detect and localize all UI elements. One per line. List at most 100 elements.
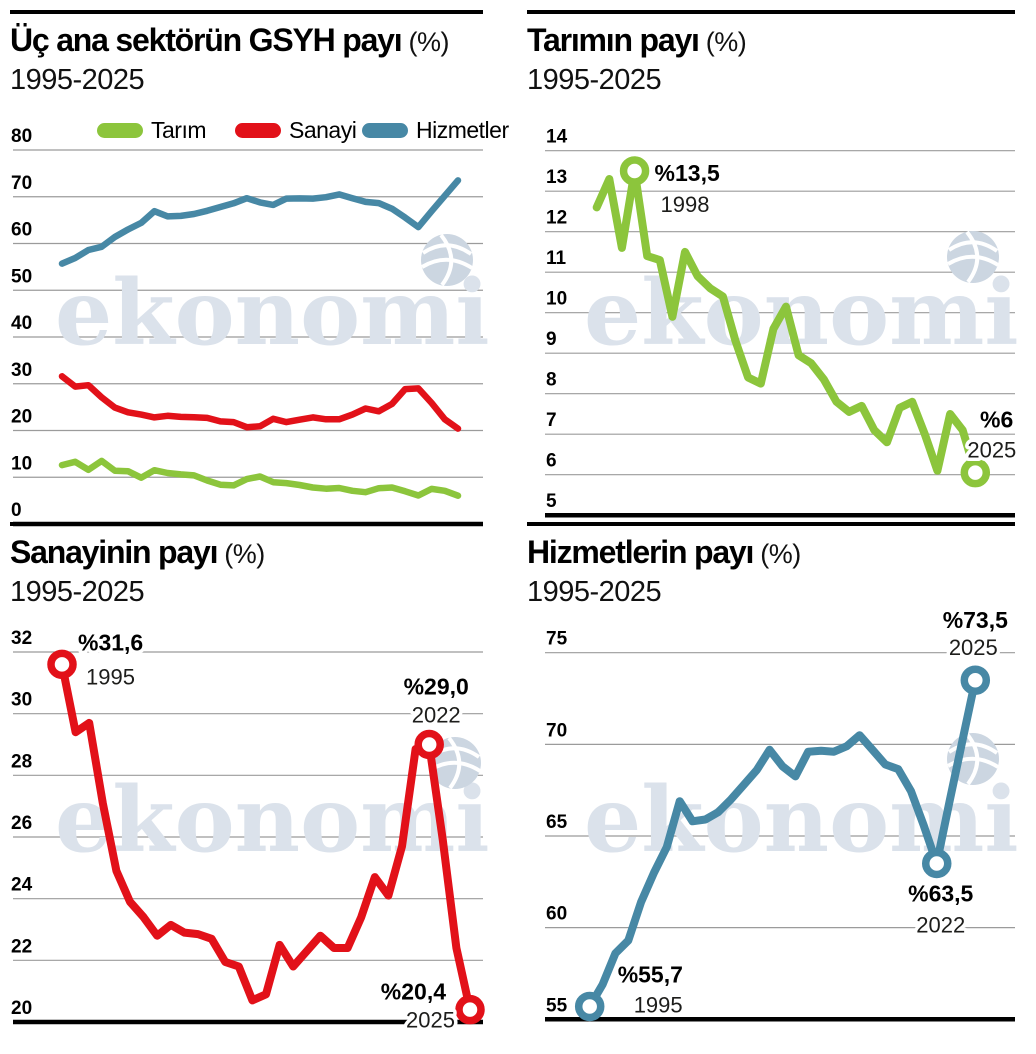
svg-text:11: 11: [546, 248, 567, 269]
svg-text:%6: %6: [980, 407, 1013, 433]
chart-title: Hizmetlerin payı: [527, 534, 754, 570]
svg-text:%73,5: %73,5: [943, 607, 1008, 633]
svg-text:6: 6: [546, 451, 557, 472]
legend: Tarım Sanayi Hizmetler: [0, 117, 518, 143]
panel-hizmetler-header: Hizmetlerin payı (%) 1995-2025: [527, 522, 1015, 609]
panel-top-rule: [527, 10, 1015, 14]
svg-text:14: 14: [546, 127, 568, 148]
svg-text:30: 30: [11, 690, 32, 711]
legend-label: Hizmetler: [416, 116, 509, 143]
chart-subtitle: 1995-2025: [10, 576, 145, 608]
svg-text:2025: 2025: [967, 438, 1016, 463]
watermark-ekonomi: ekonomi: [55, 767, 490, 873]
svg-text:70: 70: [546, 720, 567, 741]
svg-text:2022: 2022: [412, 703, 461, 728]
svg-text:80: 80: [11, 126, 32, 147]
svg-text:%29,0: %29,0: [404, 674, 469, 700]
svg-text:%55,7: %55,7: [618, 961, 683, 987]
panel-top-rule: [10, 10, 483, 14]
svg-text:20: 20: [11, 998, 32, 1019]
svg-text:1995: 1995: [86, 664, 135, 689]
chart-subtitle: 1995-2025: [527, 576, 662, 608]
svg-text:2022: 2022: [916, 912, 965, 937]
svg-text:%13,5: %13,5: [655, 160, 720, 186]
legend-item-hizmetler: Hizmetler: [362, 117, 509, 143]
globe-icon: [420, 233, 474, 287]
legend-item-sanayi: Sanayi: [235, 117, 357, 143]
svg-text:9: 9: [546, 329, 557, 350]
svg-text:1998: 1998: [661, 192, 710, 217]
svg-text:2025: 2025: [406, 1008, 455, 1033]
svg-text:10: 10: [11, 453, 32, 474]
legend-item-tarim: Tarım: [97, 117, 207, 143]
svg-text:13: 13: [546, 167, 567, 188]
svg-text:70: 70: [11, 173, 32, 194]
legend-label: Sanayi: [289, 116, 357, 143]
svg-text:%6: %6: [980, 407, 1013, 433]
svg-text:60: 60: [11, 220, 32, 241]
svg-text:65: 65: [546, 812, 568, 833]
svg-text:%29,0: %29,0: [404, 674, 469, 700]
svg-text:2022: 2022: [916, 912, 965, 937]
watermark-ekonomi: ekonomi: [584, 260, 1019, 366]
svg-text:%73,5: %73,5: [943, 607, 1008, 633]
panel-tarim-header: Tarımın payı (%) 1995-2025: [527, 10, 1015, 97]
svg-text:2025: 2025: [949, 635, 998, 660]
svg-text:%20,4: %20,4: [381, 979, 446, 1005]
svg-text:7: 7: [546, 410, 557, 431]
chart-title: Tarımın payı: [527, 22, 700, 58]
svg-text:1998: 1998: [661, 192, 710, 217]
svg-text:60: 60: [546, 904, 567, 925]
svg-text:%63,5: %63,5: [908, 880, 973, 906]
svg-text:2025: 2025: [949, 635, 998, 660]
svg-text:12: 12: [546, 208, 567, 229]
svg-text:%55,7: %55,7: [618, 961, 683, 987]
svg-text:1995: 1995: [634, 992, 683, 1017]
panel-sanayi-header: Sanayinin payı (%) 1995-2025: [10, 522, 483, 609]
chart-title-unit: (%): [224, 539, 265, 569]
globe-icon: [946, 230, 1000, 284]
svg-text:50: 50: [11, 266, 32, 287]
svg-text:%63,5: %63,5: [908, 880, 973, 906]
chart-title-unit: (%): [705, 27, 747, 57]
svg-text:2022: 2022: [412, 703, 461, 728]
svg-text:%31,6: %31,6: [78, 629, 143, 655]
svg-text:22: 22: [11, 936, 32, 957]
legend-swatch-sanayi: [235, 122, 281, 138]
svg-text:40: 40: [11, 313, 32, 334]
chart-title: Sanayinin payı: [10, 534, 218, 570]
svg-text:0: 0: [11, 500, 22, 521]
legend-swatch-tarim: [97, 122, 143, 138]
svg-text:%20,4: %20,4: [381, 979, 446, 1005]
svg-text:32: 32: [11, 628, 32, 649]
chart-subtitle: 1995-2025: [10, 64, 145, 96]
svg-text:2025: 2025: [406, 1008, 455, 1033]
legend-label: Tarım: [151, 116, 207, 143]
svg-text:%31,6: %31,6: [78, 629, 143, 655]
chart-title-unit: (%): [760, 539, 801, 569]
svg-text:30: 30: [11, 360, 32, 381]
svg-text:%13,5: %13,5: [655, 160, 720, 186]
legend-swatch-hizmetler: [362, 122, 408, 138]
svg-text:24: 24: [11, 875, 33, 896]
svg-text:8: 8: [546, 370, 557, 391]
svg-text:55: 55: [546, 995, 568, 1016]
svg-text:1995: 1995: [634, 992, 683, 1017]
panel-top-rule: [10, 522, 483, 526]
svg-text:5: 5: [546, 491, 557, 512]
chart-title-unit: (%): [408, 27, 449, 57]
svg-text:75: 75: [546, 629, 568, 650]
chart-subtitle: 1995-2025: [527, 64, 662, 96]
svg-text:10: 10: [546, 289, 567, 310]
panel-overview-header: Üç ana sektörün GSYH payı (%) 1995-2025: [10, 10, 483, 97]
svg-text:26: 26: [11, 813, 32, 834]
svg-text:28: 28: [11, 751, 32, 772]
chart-title: Üç ana sektörün GSYH payı: [10, 22, 403, 58]
svg-text:1995: 1995: [86, 664, 135, 689]
panel-top-rule: [527, 522, 1015, 526]
watermark-ekonomi: ekonomi: [55, 260, 490, 366]
svg-text:20: 20: [11, 407, 32, 428]
svg-text:2025: 2025: [967, 438, 1016, 463]
